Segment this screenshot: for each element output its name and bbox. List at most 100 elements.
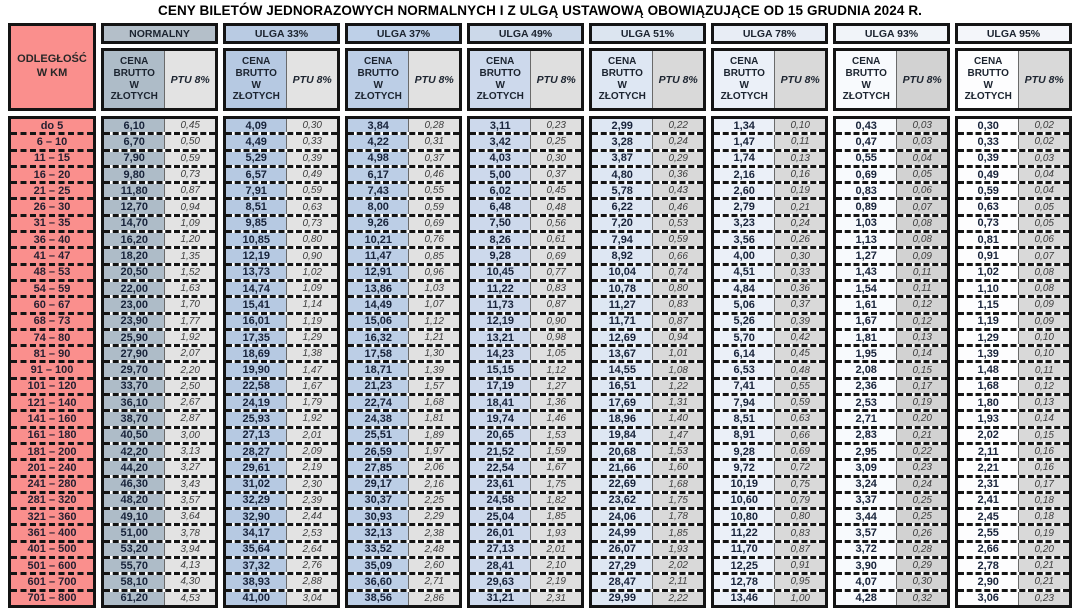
ptu-column-header: PTU 8% [775,51,825,108]
price-cell: 19,74 [470,412,532,426]
ptu-cell: 2,48 [409,542,459,557]
distance-row: 161 – 180 [11,425,93,442]
ptu-cell: 0,03 [1019,151,1069,165]
fare-row: 25,51 1,89 [348,425,459,442]
ptu-cell: 1,02 [287,265,337,279]
fare-row: 22,69 1,68 [592,474,703,491]
price-cell: 10,78 [592,281,654,296]
price-cell: 35,64 [226,542,288,557]
fare-row: 7,90 0,59 [104,148,215,165]
price-cell: 38,93 [226,575,288,589]
fare-row: 0,33 0,02 [958,132,1069,149]
price-cell: 7,90 [104,151,166,165]
ptu-cell: 0,09 [1019,314,1069,328]
fare-row: 6,17 0,46 [348,164,459,182]
ptu-cell: 0,19 [775,184,825,198]
price-cell: 11,73 [470,298,532,312]
price-column-header: CENA BRUTTO W ZŁOTYCH [836,51,898,108]
price-cell: 1,34 [714,119,776,133]
price-cell: 20,50 [104,265,166,279]
fare-group-subheader: CENA BRUTTO W ZŁOTYCH PTU 8% [223,48,340,111]
fare-row: 9,85 0,73 [226,213,337,231]
fare-row: 2,66 0,20 [958,539,1069,557]
fare-row: 10,85 0,80 [226,230,337,247]
fare-row: 4,51 0,33 [714,262,825,279]
fare-row: 3,09 0,23 [836,458,947,475]
fare-group: ULGA 95% CENA BRUTTO W ZŁOTYCH PTU 8% 0,30 0… [955,23,1072,608]
fare-row: 4,84 0,36 [714,278,825,296]
fare-row: 15,41 1,14 [226,295,337,312]
fare-row: 21,66 1,60 [592,458,703,475]
ptu-column-header: PTU 8% [409,51,459,108]
fare-row: 9,28 0,69 [714,441,825,459]
ptu-cell: 1,12 [409,314,459,328]
ptu-cell: 2,31 [531,591,581,605]
fare-row: 12,19 0,90 [226,246,337,263]
ptu-cell: 0,61 [531,233,581,247]
ptu-cell: 2,76 [287,559,337,573]
price-cell: 24,58 [470,493,532,508]
fare-row: 19,90 1,47 [226,360,337,377]
price-cell: 18,41 [470,396,532,410]
price-cell: 34,17 [226,526,288,540]
ptu-cell: 1,19 [287,314,337,328]
ptu-cell: 0,16 [1019,444,1069,459]
ptu-cell: 1,36 [531,396,581,410]
price-cell: 30,37 [348,493,410,508]
ptu-cell: 1,09 [287,281,337,296]
ptu-cell: 0,23 [1019,591,1069,605]
price-cell: 10,85 [226,233,288,247]
price-cell: 1,19 [958,314,1020,328]
ptu-cell: 0,66 [653,249,703,263]
fare-group-label: ULGA 95% [955,23,1072,44]
fare-row: 8,26 0,61 [470,230,581,247]
ptu-cell: 0,26 [897,526,947,540]
ptu-cell: 2,19 [531,575,581,589]
fare-row: 31,21 2,31 [470,588,581,605]
fare-row: 1,47 0,11 [714,132,825,149]
distance-row: 701 – 800 [11,588,93,605]
price-cell: 41,00 [226,591,288,605]
fare-row: 4,98 0,37 [348,148,459,165]
price-cell: 2,90 [958,575,1020,589]
fare-row: 4,49 0,33 [226,132,337,149]
fare-row: 2,71 0,20 [836,409,947,426]
fare-row: 21,52 1,59 [470,441,581,459]
price-cell: 7,91 [226,184,288,198]
fare-row: 11,71 0,87 [592,311,703,328]
price-cell: 36,60 [348,575,410,589]
price-cell: 9,85 [226,216,288,231]
price-cell: 58,10 [104,575,166,589]
ptu-cell: 0,03 [897,135,947,149]
price-cell: 2,36 [836,379,898,394]
price-cell: 4,51 [714,265,776,279]
fare-group: ULGA 33% CENA BRUTTO W ZŁOTYCH PTU 8% 4,09 0… [223,23,340,608]
price-cell: 3,72 [836,542,898,557]
fare-group-subheader: CENA BRUTTO W ZŁOTYCH PTU 8% [345,48,462,111]
price-cell: 9,28 [714,444,776,459]
price-cell: 5,00 [470,167,532,182]
ptu-cell: 1,93 [531,526,581,540]
price-cell: 21,52 [470,444,532,459]
fare-row: 0,73 0,05 [958,213,1069,231]
price-cell: 2,71 [836,412,898,426]
fare-row: 7,20 0,53 [592,213,703,231]
distance-row: 181 – 200 [11,441,93,458]
price-cell: 46,30 [104,477,166,491]
price-cell: 0,47 [836,135,898,149]
price-cell: 6,57 [226,167,288,182]
ptu-cell: 0,53 [653,216,703,231]
price-cell: 0,59 [958,184,1020,198]
fare-row: 2,08 0,15 [836,360,947,377]
price-cell: 2,66 [958,542,1020,557]
fare-row: 27,13 2,01 [470,539,581,557]
fare-row: 9,80 0,73 [104,164,215,182]
fare-row: 18,20 1,35 [104,246,215,263]
price-cell: 2,11 [958,444,1020,459]
ptu-cell: 3,57 [165,493,215,508]
ptu-cell: 0,21 [775,200,825,214]
distance-row: 91 – 100 [11,360,93,376]
distance-row: 141 – 160 [11,409,93,425]
fare-row: 38,70 2,87 [104,409,215,426]
price-cell: 3,90 [836,559,898,573]
